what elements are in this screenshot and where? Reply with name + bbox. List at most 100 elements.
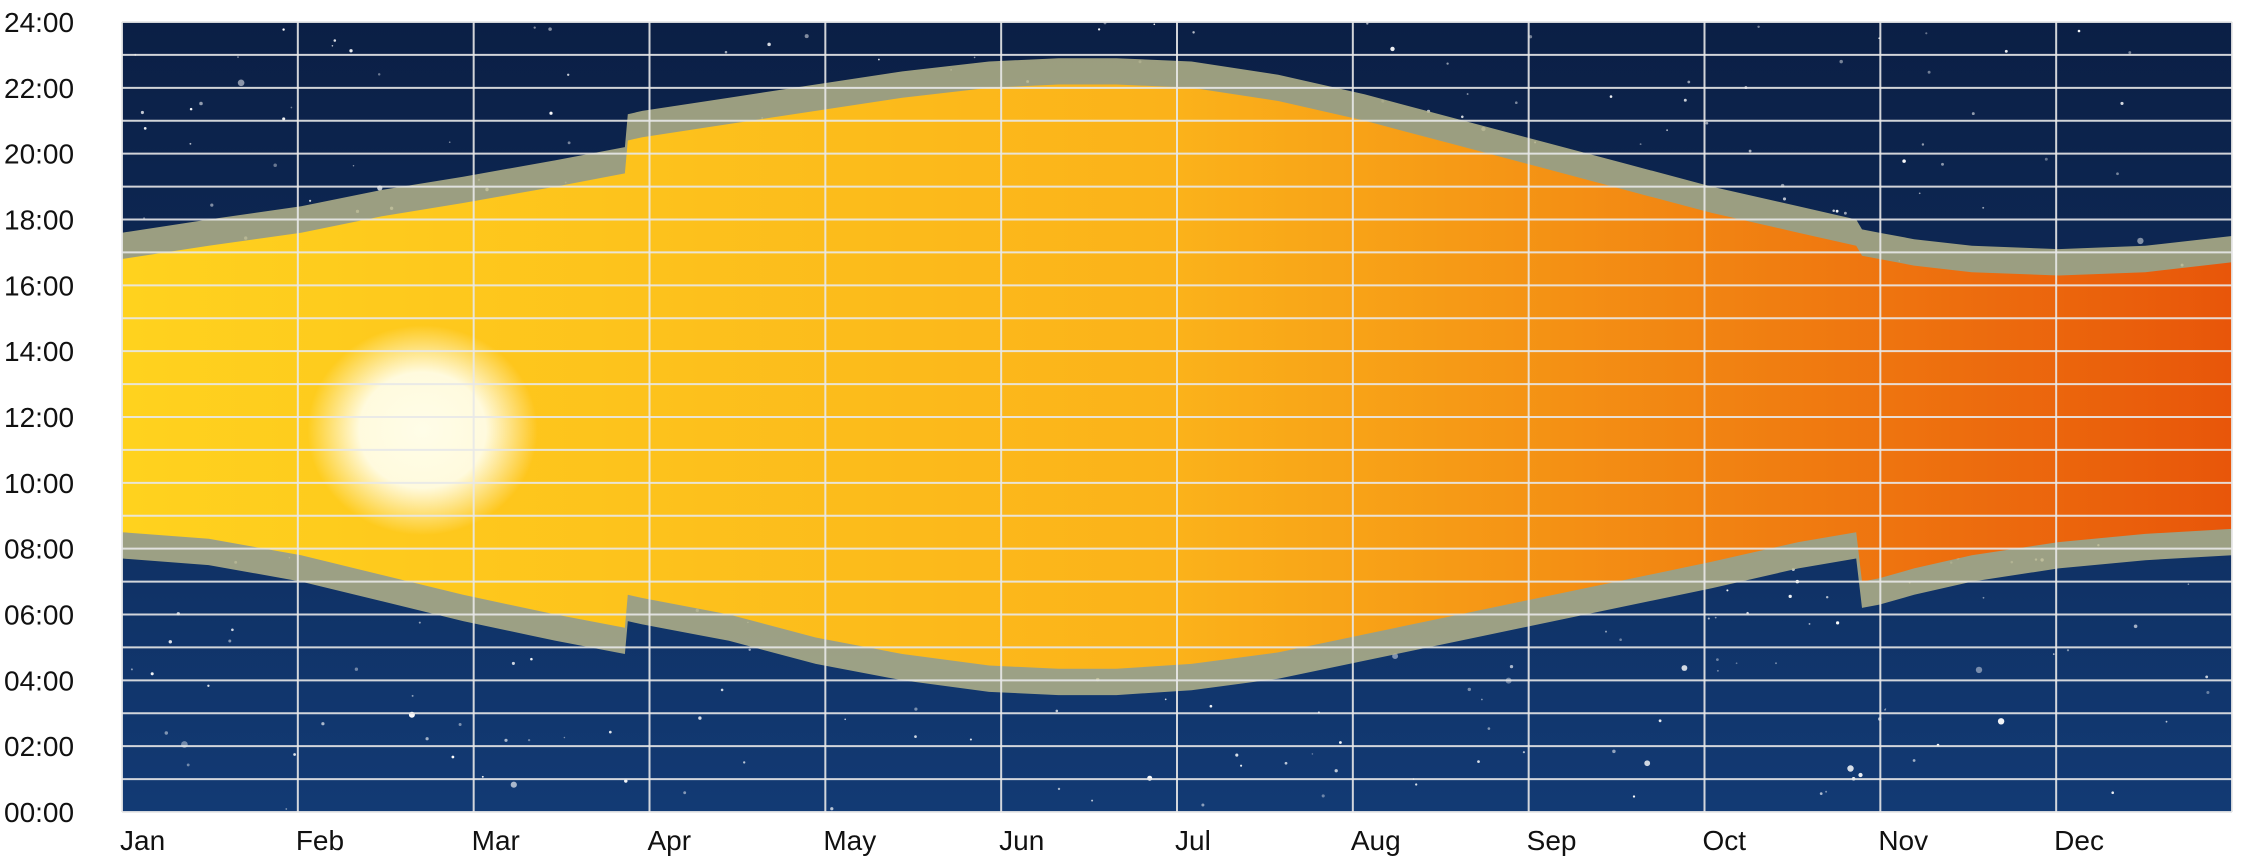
- star: [804, 34, 809, 39]
- star: [1467, 687, 1472, 692]
- star: [1918, 192, 1921, 195]
- star: [2116, 172, 2119, 176]
- grid-lines: [121, 21, 2233, 813]
- star: [844, 718, 846, 721]
- x-tick-label: Oct: [1703, 825, 1747, 856]
- x-tick-label: Dec: [2054, 825, 2104, 856]
- star: [2066, 649, 2070, 652]
- star: [511, 661, 515, 665]
- star: [1619, 638, 1622, 641]
- star: [548, 27, 552, 31]
- star: [2044, 157, 2048, 161]
- star: [2205, 675, 2209, 679]
- star: [1997, 718, 2005, 725]
- star: [1836, 621, 1840, 625]
- star: [1639, 143, 1642, 146]
- star: [186, 763, 190, 767]
- star: [1839, 59, 1843, 64]
- star: [1632, 795, 1636, 798]
- star: [683, 791, 687, 795]
- star: [1209, 704, 1213, 708]
- star: [743, 761, 746, 764]
- star: [1716, 669, 1719, 672]
- star: [1415, 783, 1418, 786]
- star: [2206, 690, 2210, 695]
- star: [309, 199, 312, 202]
- star: [1912, 759, 1916, 762]
- star: [1514, 101, 1518, 105]
- star: [207, 684, 210, 687]
- y-tick-label: 18:00: [4, 205, 74, 236]
- star: [1164, 698, 1167, 701]
- star: [425, 737, 429, 741]
- y-tick-label: 04:00: [4, 665, 74, 696]
- star: [1666, 129, 1669, 132]
- y-tick-label: 12:00: [4, 402, 74, 433]
- star: [1687, 80, 1691, 84]
- star: [273, 163, 277, 167]
- star: [567, 73, 570, 76]
- star: [354, 667, 359, 671]
- star: [2004, 49, 2008, 53]
- star: [1726, 589, 1729, 592]
- x-tick-label: Sep: [1527, 825, 1577, 856]
- star: [1975, 666, 1983, 674]
- star: [877, 58, 880, 61]
- star: [1757, 25, 1760, 29]
- star: [168, 640, 172, 644]
- star: [1477, 760, 1480, 763]
- star: [1235, 753, 1239, 757]
- y-tick-label: 08:00: [4, 534, 74, 565]
- y-tick-label: 02:00: [4, 731, 74, 762]
- star: [914, 735, 917, 738]
- star: [1847, 765, 1854, 772]
- star: [767, 42, 771, 47]
- star: [1192, 31, 1195, 34]
- star: [1982, 206, 1985, 209]
- star: [1819, 792, 1823, 795]
- y-axis-ticks: 00:00 02:00 04:00 06:00 08:00 10:00 12:00 14:00…: [4, 7, 74, 828]
- star: [608, 730, 612, 734]
- star: [352, 164, 355, 167]
- star: [143, 127, 147, 130]
- star: [1240, 764, 1243, 767]
- y-tick-label: 22:00: [4, 73, 74, 104]
- x-axis-ticks: Jan Feb Mar Apr May Jun Jul Aug Sep Oct Nov Dec: [120, 825, 2104, 856]
- star: [2077, 29, 2081, 33]
- y-tick-label: 14:00: [4, 336, 74, 367]
- star: [1153, 23, 1156, 26]
- star: [282, 117, 286, 121]
- star: [698, 716, 702, 720]
- star: [1609, 95, 1613, 98]
- star: [282, 28, 285, 31]
- star: [458, 723, 462, 726]
- star: [1057, 787, 1061, 791]
- star: [237, 79, 245, 87]
- star: [231, 628, 234, 632]
- star: [199, 101, 203, 106]
- star: [150, 672, 154, 676]
- star: [1481, 698, 1483, 701]
- star: [1528, 35, 1533, 39]
- star: [1509, 664, 1514, 669]
- star: [1982, 596, 1985, 599]
- y-tick-label: 00:00: [4, 797, 74, 828]
- star: [189, 142, 192, 145]
- star: [1844, 211, 1847, 215]
- star: [1055, 709, 1059, 713]
- star: [1311, 753, 1314, 755]
- star: [293, 753, 296, 756]
- star: [290, 106, 293, 109]
- sun-icon: [307, 325, 538, 536]
- star: [237, 56, 239, 59]
- star: [1925, 32, 1928, 35]
- star: [1884, 709, 1886, 711]
- star: [1735, 662, 1738, 665]
- x-tick-label: Nov: [1878, 825, 1928, 856]
- star: [1835, 209, 1839, 213]
- star: [333, 39, 337, 42]
- star: [1705, 121, 1709, 125]
- star: [411, 694, 414, 697]
- star: [563, 736, 566, 739]
- star: [285, 808, 288, 810]
